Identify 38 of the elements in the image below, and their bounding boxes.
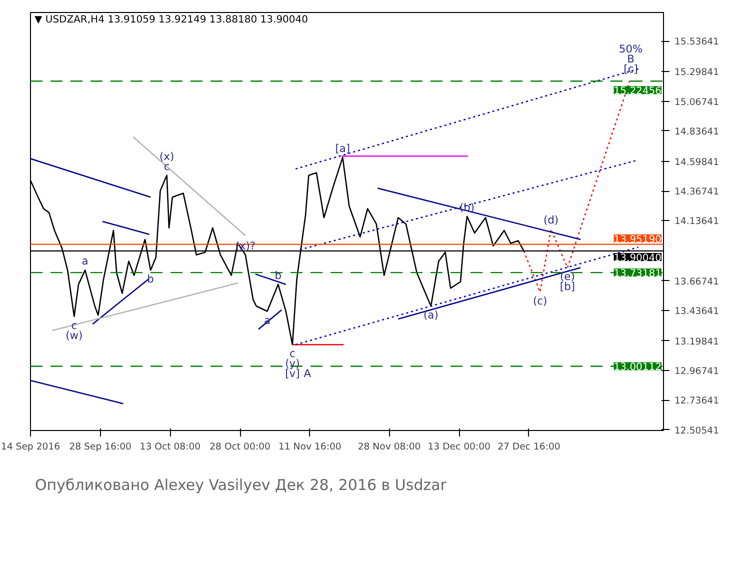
y-tick-label: 15.53641 — [674, 36, 720, 48]
x-tick-label: 28 Oct 00:00 — [210, 442, 271, 452]
x-tick-label: 28 Sep 16:00 — [69, 442, 132, 452]
y-tick-label: 15.29841 — [674, 67, 720, 78]
ref-line-label: 13.90040 — [614, 252, 662, 264]
y-tick-label: 13.19841 — [674, 336, 720, 348]
annotation: a — [82, 254, 88, 268]
y-tick-label: 13.43641 — [674, 306, 720, 317]
annotation: A — [304, 367, 312, 380]
x-tick-label: 13 Oct 08:00 — [140, 442, 201, 452]
y-tick-label: 12.50541 — [674, 425, 720, 436]
ref-line-label: 13.73181 — [614, 268, 662, 280]
annotation: b — [147, 272, 154, 286]
y-tick-label: 14.59841 — [674, 156, 720, 168]
chart-title: ▼ USDZAR,H4 13.91059 13.92149 13.88180 13.90040 — [34, 14, 308, 26]
x-tick-label: 11 Nov 16:00 — [278, 442, 342, 452]
text: Опубликовано Alexey Vasilyev Дек 28, 2016 в Usdzar — [35, 475, 446, 496]
y-tick-label: 13.66741 — [674, 276, 720, 288]
y-tick-label: 14.13641 — [674, 216, 720, 228]
annotation: (c) — [532, 294, 548, 308]
annotation: b — [274, 268, 282, 282]
ref-line-label: 13.00112 — [614, 362, 662, 374]
y-tick-label: 15.06741 — [674, 96, 720, 108]
annotation: [v] — [285, 367, 300, 380]
annotation: [b] — [560, 280, 576, 294]
annotation: c — [290, 347, 296, 360]
x-tick-label: 13 Dec 00:00 — [428, 442, 491, 452]
x-tick-label: 27 Dec 16:00 — [498, 442, 560, 452]
annotation: [a] — [335, 142, 350, 155]
y-tick-label: 14.83641 — [674, 126, 720, 138]
annotation: (a) — [424, 308, 438, 322]
ref-line-label: 13.95190 — [614, 234, 662, 246]
x-tick-label: 14 Sep 2016 — [0, 442, 60, 452]
y-tick-label: 12.96741 — [674, 366, 720, 378]
y-tick-label: 14.36741 — [674, 186, 720, 198]
y-tick-label: 12.73641 — [674, 396, 720, 407]
x-tick-label: 28 Nov 08:00 — [358, 442, 421, 452]
annotation: (d) — [543, 214, 559, 227]
